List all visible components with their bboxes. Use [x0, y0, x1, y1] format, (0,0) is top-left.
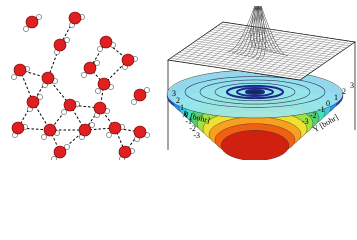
oxygen [53, 38, 67, 52]
y-tick-label: 2 [342, 87, 346, 96]
x-tick-label: 1 [180, 103, 184, 112]
mesh-line [293, 40, 349, 80]
hydrogen [81, 72, 87, 78]
x-tick-label: 3 [172, 89, 176, 98]
hydrogen [144, 87, 150, 93]
mesh-line [200, 37, 334, 58]
mesh-line [286, 39, 342, 79]
hydrogen [36, 14, 42, 20]
contour [245, 89, 265, 95]
oxygen [93, 101, 107, 115]
y-tick-label: -1 [318, 105, 325, 114]
hydrogen [97, 46, 103, 52]
oxygen [133, 88, 147, 102]
hydrogen [11, 74, 17, 80]
hydrogen [23, 26, 29, 32]
oxygen [26, 95, 40, 109]
water-cluster [11, 11, 150, 160]
hydrogen [51, 156, 57, 160]
y-tick-label: 1 [334, 93, 338, 102]
oxygen [63, 98, 77, 112]
mesh-line [214, 27, 347, 48]
oxygen [108, 121, 122, 135]
hydrogen [64, 144, 70, 150]
mesh-peak [235, 5, 265, 55]
hydrogen [94, 60, 100, 66]
mesh-peak [251, 5, 281, 59]
contour [199, 79, 311, 105]
hydrogen [37, 94, 43, 100]
x-tick-label: 2 [176, 96, 180, 105]
contour [184, 76, 326, 108]
mesh-peak [247, 5, 277, 58]
mesh-peak [259, 5, 289, 61]
oxygen [78, 123, 92, 137]
contour [214, 82, 296, 102]
hydrogen [61, 109, 67, 115]
oxygen [121, 53, 135, 67]
oxygen [68, 11, 82, 25]
mesh-peak [239, 5, 269, 56]
oxygen [41, 71, 55, 85]
oxygen [13, 63, 27, 77]
hydrogen [64, 37, 70, 43]
x-tick-label: -1 [185, 117, 192, 126]
mesh-line [280, 38, 336, 78]
y-tick-label: -3 [302, 117, 309, 126]
mesh-line [260, 35, 316, 75]
bowl-band [220, 130, 290, 160]
hydrogen [89, 122, 95, 128]
hydrogen [95, 88, 101, 94]
mesh-line [240, 32, 296, 72]
contour [236, 87, 274, 97]
oxygen [83, 61, 97, 75]
mesh-line [203, 35, 336, 56]
mesh-line [266, 36, 323, 76]
x-tick-label: -3 [193, 131, 200, 140]
oxygen [43, 123, 57, 137]
hydrogen-bond [89, 67, 105, 85]
surface-plot [166, 5, 356, 160]
mesh-line [211, 29, 345, 50]
hydrogen [106, 132, 112, 138]
hydrogen [41, 134, 47, 140]
oxygen [118, 145, 132, 159]
mesh-line [273, 37, 329, 77]
contour [226, 84, 284, 100]
mesh-line [217, 25, 350, 46]
mesh-line [220, 23, 353, 45]
oxygen [97, 77, 111, 91]
mesh-line [206, 33, 339, 54]
oxygen [11, 121, 25, 135]
mesh-peak [243, 5, 273, 57]
x-tick-label: 0 [184, 110, 188, 119]
oxygen [99, 35, 113, 49]
oxygen [25, 15, 39, 29]
oxygen [53, 145, 67, 159]
y-tick-label: 3 [350, 81, 354, 90]
y-tick-label: 0 [326, 99, 330, 108]
y-tick-label: -2 [310, 111, 317, 120]
mesh-peak [255, 5, 285, 60]
oxygen [133, 125, 147, 139]
x-tick-label: -2 [189, 124, 196, 133]
mesh-peak [227, 5, 257, 53]
hydrogen [131, 99, 137, 105]
